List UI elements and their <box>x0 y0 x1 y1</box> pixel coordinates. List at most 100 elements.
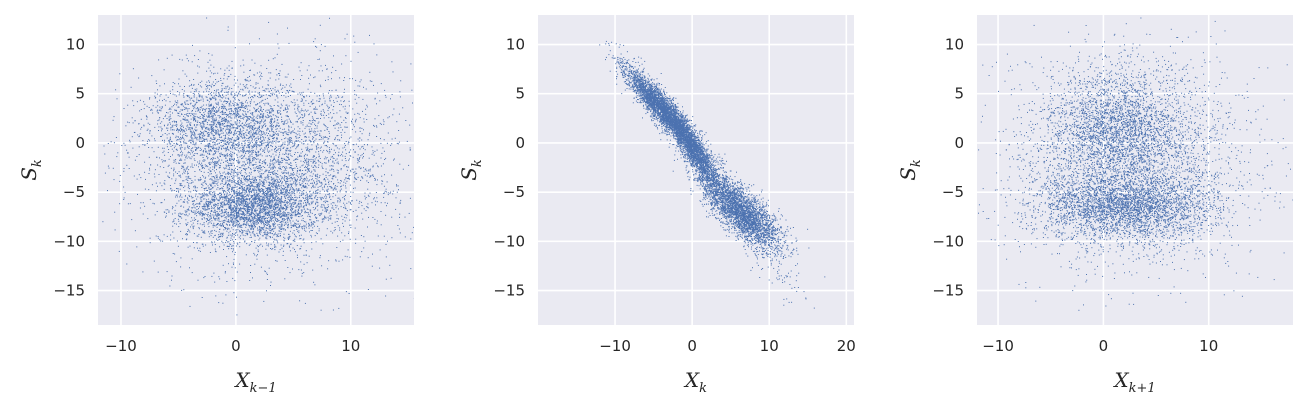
scatter-point <box>262 184 264 186</box>
scatter-point <box>311 202 313 204</box>
scatter-point <box>264 271 266 273</box>
scatter-point <box>242 231 244 233</box>
scatter-point <box>297 167 299 169</box>
scatter-point <box>233 181 235 183</box>
scatter-point <box>300 121 302 123</box>
scatter-point <box>279 127 281 129</box>
scatter-point <box>171 121 173 123</box>
scatter-point <box>243 148 245 150</box>
scatter-point <box>241 125 243 127</box>
scatter-point <box>206 205 208 207</box>
scatter-point <box>247 228 249 230</box>
scatter-point <box>222 223 224 225</box>
scatter-point <box>136 178 138 180</box>
scatter-point <box>163 160 165 162</box>
scatter-point <box>149 199 151 200</box>
scatter-point <box>219 197 220 199</box>
scatter-point <box>281 178 282 180</box>
scatter-point <box>212 115 214 117</box>
scatter-point <box>192 93 194 94</box>
scatter-point <box>218 208 220 210</box>
scatter-point <box>266 194 268 196</box>
scatter-point <box>214 248 216 250</box>
scatter-point <box>309 219 311 221</box>
scatter-point <box>260 229 262 231</box>
scatter-point <box>318 180 320 182</box>
scatter-point <box>177 143 179 145</box>
scatter-point <box>344 198 345 200</box>
scatter-point <box>191 137 193 139</box>
scatter-point <box>168 120 170 121</box>
scatter-point <box>277 101 279 103</box>
scatter-point <box>221 220 223 222</box>
scatter-point <box>179 111 181 113</box>
scatter-point <box>234 182 236 184</box>
scatter-point <box>275 147 277 148</box>
scatter-point <box>266 238 268 240</box>
scatter-point <box>251 135 253 137</box>
scatter-point <box>252 157 253 159</box>
scatter-point <box>256 133 258 135</box>
scatter-point <box>190 226 191 228</box>
scatter-point <box>207 201 209 203</box>
scatter-point <box>356 199 358 201</box>
scatter-point <box>288 216 289 218</box>
scatter-point <box>247 166 249 168</box>
scatter-point <box>239 191 241 193</box>
scatter-point <box>187 95 189 97</box>
scatter-point <box>208 127 210 129</box>
scatter-point <box>167 112 169 114</box>
scatter-point <box>269 206 270 208</box>
scatter-point <box>254 213 256 215</box>
scatter-point <box>257 219 259 221</box>
scatter-point <box>252 178 254 180</box>
scatter-point <box>202 195 204 197</box>
scatter-point <box>308 170 310 172</box>
scatter-point <box>271 191 273 193</box>
scatter-point <box>269 150 271 152</box>
scatter-point <box>399 91 401 93</box>
scatter-point <box>273 181 275 183</box>
scatter-point <box>284 219 286 221</box>
scatter-point <box>257 194 259 196</box>
scatter-point <box>190 130 192 132</box>
scatter-point <box>216 238 217 240</box>
scatter-point <box>217 223 218 225</box>
scatter-point <box>212 120 214 122</box>
scatter-point <box>221 82 223 84</box>
scatter-point <box>244 192 246 194</box>
scatter-point <box>200 136 202 138</box>
scatter-point <box>238 136 240 138</box>
scatter-point <box>259 198 261 200</box>
scatter-point <box>317 197 319 199</box>
scatter-point <box>277 185 279 187</box>
scatter-point <box>373 84 374 86</box>
scatter-point <box>107 143 109 144</box>
scatter-point <box>270 216 271 218</box>
scatter-point <box>299 116 301 118</box>
scatter-point <box>237 139 239 140</box>
scatter-point <box>273 140 275 142</box>
scatter-point <box>246 187 248 189</box>
scatter-point <box>211 146 213 148</box>
scatter-point <box>246 193 248 195</box>
scatter-point <box>291 193 293 195</box>
scatter-point <box>182 105 184 107</box>
scatter-point <box>213 95 215 97</box>
scatter-point <box>326 228 328 230</box>
scatter-point <box>309 191 310 193</box>
scatter-point <box>281 192 283 194</box>
scatter-point <box>245 125 247 127</box>
scatter-point <box>282 133 284 135</box>
scatter-point <box>222 154 224 156</box>
scatter-point <box>210 212 211 214</box>
scatter-point <box>201 166 203 168</box>
scatter-point <box>307 203 309 205</box>
scatter-point <box>208 110 209 112</box>
scatter-point <box>159 85 161 87</box>
scatter-point <box>228 222 230 223</box>
scatter-point <box>253 205 255 207</box>
scatter-point <box>280 206 282 208</box>
scatter-point <box>252 231 254 233</box>
scatter-point <box>188 175 190 177</box>
